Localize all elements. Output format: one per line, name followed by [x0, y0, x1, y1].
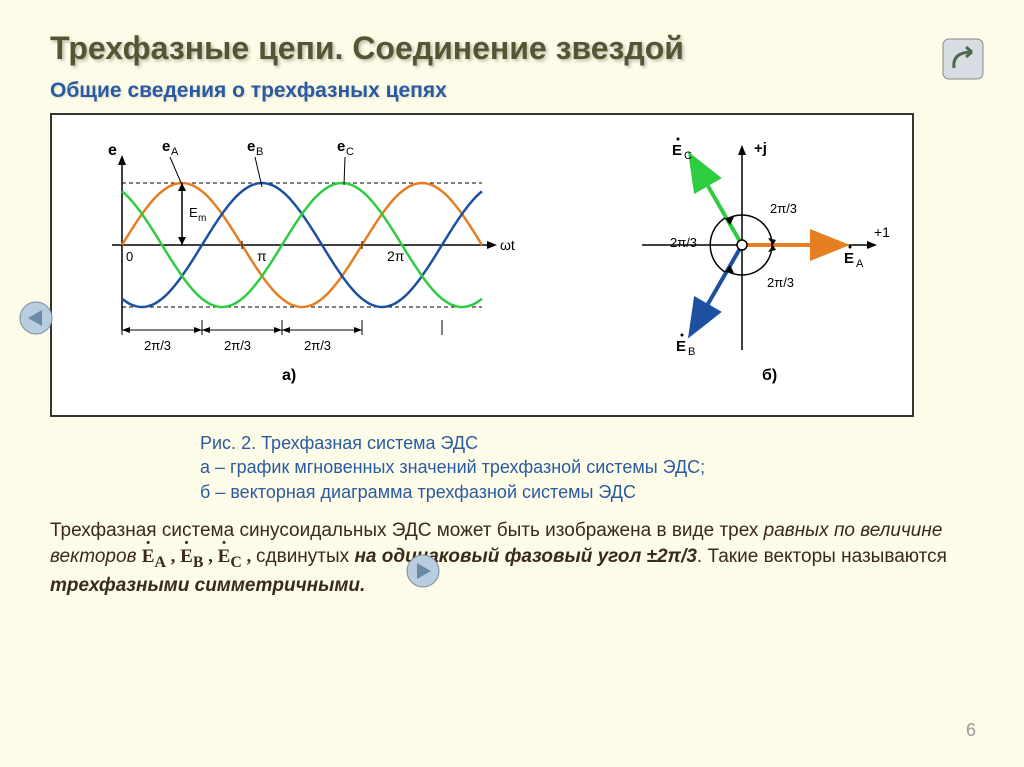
svg-text:2π/3: 2π/3	[304, 338, 331, 353]
text-bold-italic: трехфазными симметричными.	[50, 575, 365, 596]
svg-text:а): а)	[282, 367, 296, 384]
text-segment: Трехфазная система синусоидальных ЭДС мо…	[50, 520, 764, 541]
caption-line-3: б – векторная диаграмма трехфазной систе…	[200, 482, 636, 502]
svg-text:m: m	[198, 213, 206, 224]
svg-text:E: E	[844, 250, 854, 267]
svg-text:2π/3: 2π/3	[767, 275, 794, 290]
svg-text:B: B	[688, 346, 695, 358]
svg-text:2π/3: 2π/3	[770, 201, 797, 216]
math-vectors: EA , EB , EC ,	[142, 546, 256, 567]
chart-b: +j +1 2π/3	[642, 138, 890, 385]
svg-text:E: E	[189, 205, 198, 220]
svg-text:E: E	[672, 142, 682, 159]
chart-a: e ωt eA eB eC Em	[108, 138, 515, 384]
figure-svg: e ωt eA eB eC Em	[52, 115, 912, 415]
svg-text:π: π	[257, 248, 267, 264]
slide-number: 6	[966, 720, 976, 741]
svg-text:B: B	[256, 146, 263, 158]
caption-line-1: Рис. 2. Трехфазная система ЭДС	[200, 433, 478, 453]
svg-text:e: e	[337, 138, 345, 155]
figure-container: e ωt eA eB eC Em	[50, 113, 914, 417]
nav-prev-button[interactable]	[18, 300, 54, 336]
body-paragraph: Трехфазная система синусоидальных ЭДС мо…	[50, 518, 974, 598]
svg-text:e: e	[247, 138, 255, 155]
svg-text:2π: 2π	[387, 248, 405, 264]
svg-text:+1: +1	[874, 224, 890, 240]
slide-content: Трехфазные цепи. Соединение звездой Общи…	[0, 0, 1024, 628]
svg-text:A: A	[171, 146, 179, 158]
svg-text:e: e	[108, 142, 117, 159]
figure-caption: Рис. 2. Трехфазная система ЭДС а – графи…	[200, 431, 974, 504]
svg-text:ωt: ωt	[500, 237, 515, 253]
svg-text:C: C	[346, 146, 354, 158]
svg-text:C: C	[684, 150, 692, 162]
svg-text:A: A	[856, 258, 864, 270]
nav-next-button[interactable]	[405, 553, 441, 589]
text-segment: сдвинутых	[256, 546, 354, 567]
svg-text:+j: +j	[754, 140, 767, 157]
slide-title: Трехфазные цепи. Соединение звездой	[50, 30, 974, 67]
text-segment: . Такие векторы называются	[697, 546, 947, 567]
svg-text:2π/3: 2π/3	[224, 338, 251, 353]
svg-text:2π/3: 2π/3	[144, 338, 171, 353]
svg-text:2π/3: 2π/3	[670, 235, 697, 250]
svg-text:б): б)	[762, 367, 777, 384]
caption-line-2: а – график мгновенных значений трехфазно…	[200, 457, 705, 477]
slide-subtitle: Общие сведения о трехфазных цепях	[50, 79, 974, 103]
svg-text:0: 0	[126, 249, 133, 264]
nav-back-button[interactable]	[942, 38, 984, 80]
svg-text:E: E	[676, 338, 686, 355]
svg-text:e: e	[162, 138, 170, 155]
